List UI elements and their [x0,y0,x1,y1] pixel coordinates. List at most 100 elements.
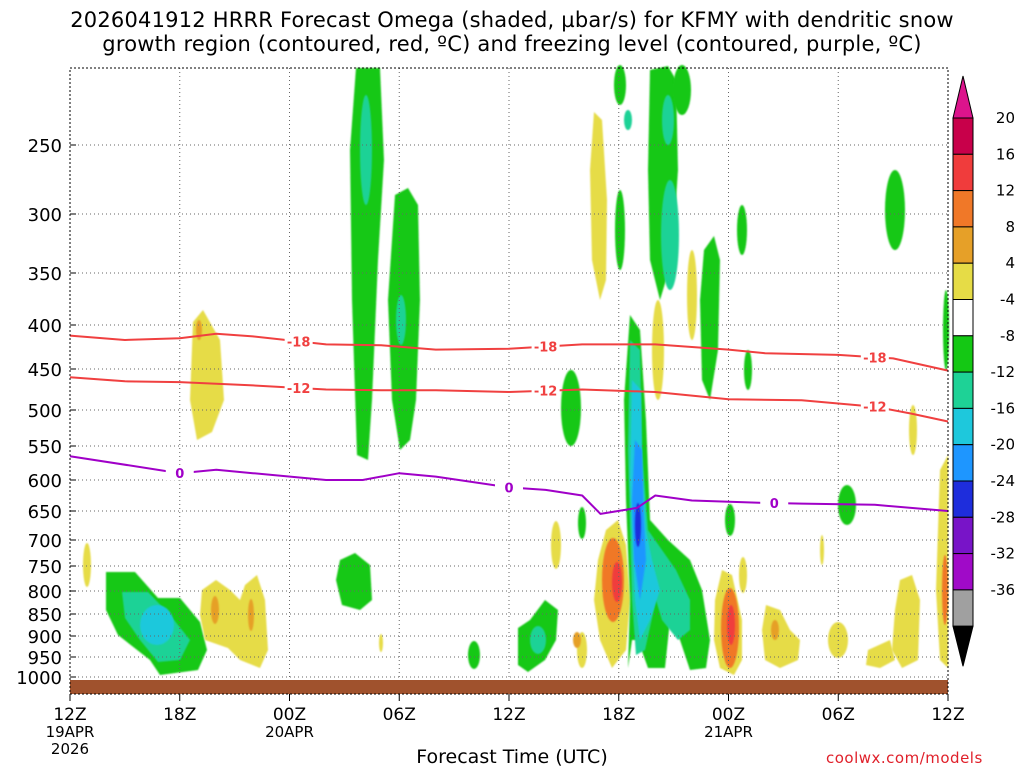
y-tick-label: 250 [28,136,62,157]
colorbar-label: 8 [1005,218,1015,236]
colorbar-label: -8 [1000,327,1015,345]
y-tick-label: 750 [28,557,62,578]
omega-shaded-region [468,641,480,669]
contour-label-bg [165,465,194,481]
colorbar-label: -36 [991,581,1016,599]
omega-shaded-region [661,180,679,290]
omega-shaded-region [211,596,219,624]
colorbar-label: -32 [991,545,1016,563]
omega-shaded-region [614,65,626,105]
omega-shaded-region [762,605,800,668]
colorbar-label: -4 [1000,291,1015,309]
omega-shaded-region [530,626,546,654]
contour-label: -18 [863,351,887,366]
colorbar-swatch [952,226,974,264]
omega-shaded-region [652,300,664,400]
y-tick-label: 900 [28,627,62,648]
contour-label-bg [860,349,889,365]
x-tick-label: 12Z [53,705,86,725]
y-tick-label: 600 [28,471,62,492]
colorbar-label: -12 [991,363,1016,381]
colorbar-label: -24 [991,472,1016,490]
x-tick-label: 18Z [602,705,635,725]
colorbar-label: 12 [996,182,1015,200]
contour-layer: -18 -18 -18 -12 -12 -12 0 0 0 [69,332,949,515]
omega-shaded-region [200,575,268,668]
colorbar-label: 16 [996,145,1015,163]
contour-label: 0 [770,497,779,512]
colorbar-swatch [952,262,974,301]
omega-shaded-region [942,555,948,625]
pressure-axis: 2503003504004505005506006507007508008509… [16,136,76,689]
colorbar-swatch [952,153,974,192]
omega-shaded-region [727,605,735,645]
x-tick-label: 00Z [712,705,745,725]
omega-shaded-region [635,503,641,547]
site-credit[interactable]: coolwx.com/models [826,749,983,767]
omega-shaded-region [739,557,747,593]
omega-shaded-region [360,95,372,205]
x-tick-date: 20APR [265,723,314,741]
chart-title-line-1: 2026041912 HRRR Forecast Omega (shaded, … [70,8,954,32]
y-tick-label: 450 [28,360,62,381]
colorbar-swatch [952,407,974,446]
y-tick-label: 700 [28,531,62,552]
colorbar-swatch [952,371,974,409]
omega-shaded-region [590,112,607,300]
y-tick-label: 500 [28,401,62,422]
omega-shaded-region [700,236,720,400]
x-tick-label: 06Z [383,705,416,725]
omega-shaded-region [379,634,383,652]
y-tick-label: 350 [28,264,62,285]
colorbar-label: -28 [991,508,1016,526]
contour-label: -12 [287,382,311,397]
y-tick-label: 800 [28,582,62,603]
contour-label: -12 [534,385,558,400]
contour-label: -18 [534,341,558,356]
omega-shaded-region [612,562,622,602]
x-tick-date: 21APR [704,723,753,741]
omega-shaded-region [248,599,254,631]
y-tick-label: 300 [28,205,62,226]
x-tick-label: 06Z [822,705,855,725]
omega-shaded-region [737,205,747,255]
contour-label-bg [531,382,560,398]
omega-shaded-region [561,370,581,446]
contour-label: 0 [504,481,513,496]
y-tick-label: 400 [28,316,62,337]
omega-shaded-region [771,620,779,640]
omega-shaded-region [551,521,561,569]
x-tick-date: 19APR [46,723,95,741]
omega-shading-layer [83,65,949,675]
colorbar-swatch [952,516,974,555]
omega-shaded-region [336,553,372,610]
x-tick-label: 00Z [273,705,306,725]
x-tick-label: 18Z [163,705,196,725]
omega-shaded-region [662,95,674,145]
colorbar-label: 4 [1005,254,1015,272]
contour-label-bg [760,495,789,511]
colorbar-bottom-arrow [952,625,974,667]
contour-line [69,376,949,423]
omega-shaded-region [892,575,920,668]
colorbar-legend: 20 16 12 8 4 -4 -8 -12 -16 -20 -24 -28 -32 -36 [952,75,1016,667]
contour-label-bg [284,333,313,349]
y-tick-label: 650 [28,502,62,523]
contour-label-bg [284,379,313,395]
colorbar-swatch [952,117,974,155]
omega-shaded-region [190,310,224,440]
omega-shaded-region [573,632,581,648]
contour-label: 0 [175,467,184,482]
y-tick-label: 850 [28,605,62,626]
x-axis-label: Forecast Time (UTC) [416,746,608,768]
omega-shaded-region [725,504,735,536]
omega-shaded-region [396,295,406,345]
colorbar-swatch [952,480,974,518]
omega-shaded-region [885,170,905,250]
omega-shaded-region [909,405,917,455]
colorbar-label: 20 [996,109,1015,127]
contour-label-bg [495,479,523,495]
colorbar-swatch [952,589,974,627]
contour-label: -18 [287,335,311,350]
